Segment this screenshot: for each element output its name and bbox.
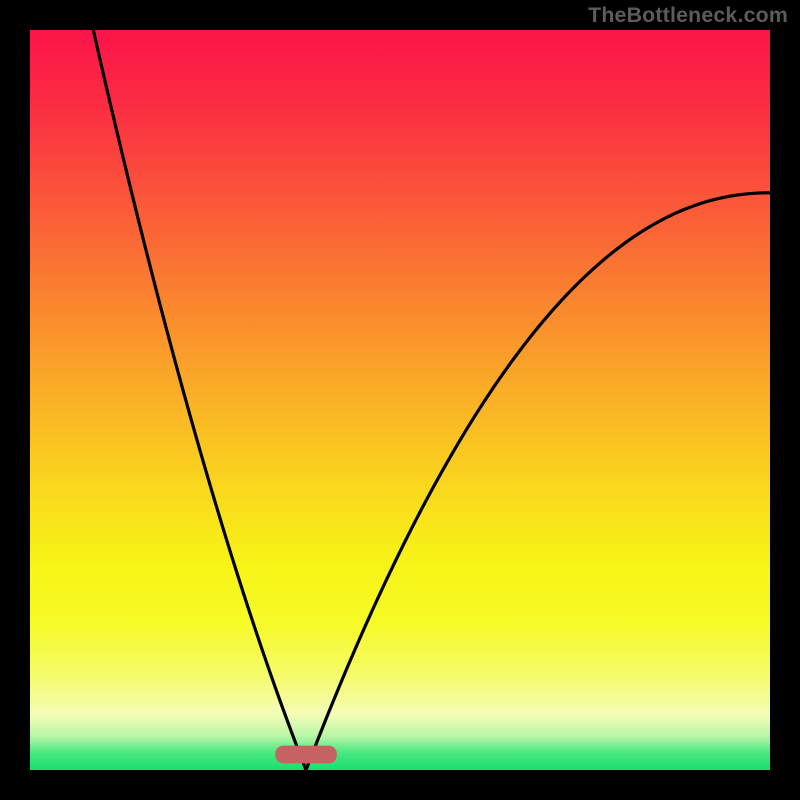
gradient-background (30, 30, 770, 770)
plot-area (30, 30, 770, 770)
optimal-marker (275, 746, 336, 764)
plot-svg (30, 30, 770, 770)
watermark-text: TheBottleneck.com (588, 3, 788, 28)
bottleneck-figure: TheBottleneck.com (0, 0, 800, 800)
